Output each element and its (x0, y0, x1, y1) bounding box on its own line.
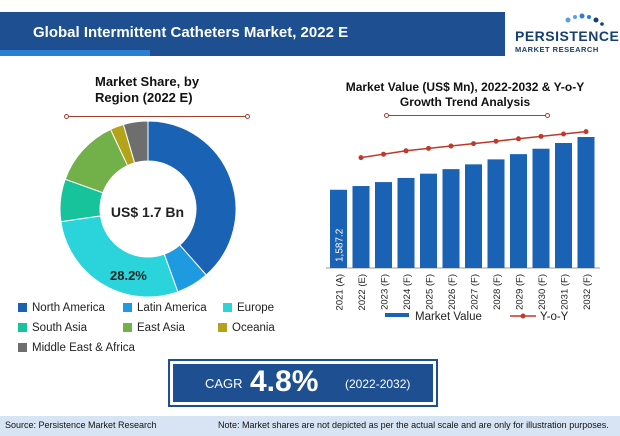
legend-swatch (18, 343, 27, 352)
note-text: Note: Market shares are not depicted as … (218, 420, 609, 430)
bar-2022-e (352, 186, 370, 268)
page-title: Global Intermittent Catheters Market, 20… (33, 24, 349, 41)
pie-slice-middle-east-and-africa (122, 121, 149, 164)
legend-label: Middle East & Africa (32, 342, 135, 354)
bar-data-label: 1,587.2 (335, 228, 346, 262)
bar-2032-f (577, 136, 595, 268)
legend-swatch (223, 303, 232, 312)
yoy-point (583, 129, 589, 135)
yoy-point (516, 136, 521, 142)
x-tick-label: 2021 (A) (335, 274, 346, 310)
pie-title-divider (68, 116, 248, 117)
legend-label: South Asia (32, 322, 87, 334)
bar-2028-f (487, 159, 505, 268)
x-tick-label: 2022 (E) (357, 274, 368, 310)
bar-2021-a (330, 189, 347, 268)
x-tick-label: 2026 (F) (447, 274, 458, 310)
bar-legend-swatch (385, 313, 409, 317)
logo-wordmark: PERSISTENCE (515, 28, 620, 44)
legend-label: North America (32, 302, 105, 314)
logo-icon (565, 13, 604, 26)
divider-dot (245, 114, 250, 119)
yoy-point (403, 148, 409, 154)
legend-label: Europe (237, 302, 275, 314)
x-tick-label: 2028 (F) (492, 274, 503, 310)
yoy-point (381, 151, 386, 157)
bar-chart-title: Market Value (US$ Mn), 2022-2032 & Y-o-Y… (345, 80, 585, 109)
bar-2031-f (555, 143, 572, 268)
header-accent (0, 12, 505, 56)
legend-item-north-america: North America (18, 302, 105, 314)
bar-chart: 2021 (A) 2022 (E) 2023 (F) 2024 (F) 2025 (F)… (326, 129, 600, 310)
yoy-point (538, 133, 544, 139)
bar-2026-f (442, 169, 460, 268)
divider-dot (545, 113, 550, 118)
bar-2025-f (420, 173, 437, 268)
x-tick-label: 2029 (F) (515, 274, 526, 310)
bar-2029-f (510, 154, 527, 268)
pie-chart-title: Market Share, by Region (2022 E) (95, 74, 200, 105)
bar-title-divider (388, 115, 548, 116)
legend-item-east-asia: East Asia (123, 322, 185, 334)
yoy-point (448, 143, 454, 149)
x-tick-label: 2031 (F) (560, 274, 571, 310)
legend-item-market-value: Market Value (385, 311, 482, 323)
x-tick-label: 2027 (F) (470, 274, 481, 310)
bar-2027-f (465, 164, 482, 268)
legend-item-middle-east-and-africa: Middle East & Africa (18, 342, 135, 354)
bar-2024-f (397, 177, 415, 268)
divider-dot (64, 114, 69, 119)
legend-label-market-value: Market Value (415, 311, 482, 323)
x-tick-label: 2023 (F) (380, 274, 391, 310)
legend-item-europe: Europe (223, 302, 274, 314)
slice-label-europe: 28.2% (110, 268, 147, 283)
footer-band (0, 416, 620, 436)
legend-item-oceania: Oceania (218, 322, 275, 334)
legend-swatch (123, 323, 132, 332)
x-tick-label: 2032 (F) (582, 274, 593, 310)
donut-chart (60, 121, 236, 297)
legend-swatch (218, 323, 227, 332)
cagr-period: (2022-2032) (345, 377, 411, 391)
line-legend-swatch (510, 313, 536, 319)
cagr-box (168, 359, 438, 407)
pie-slice-europe (60, 215, 179, 297)
yoy-point (358, 155, 364, 161)
cagr-label: CAGR (205, 376, 243, 391)
legend-item-yoy: Y-o-Y (510, 311, 568, 323)
divider-dot (384, 113, 389, 118)
legend-label: Latin America (137, 302, 207, 314)
legend-item-latin-america: Latin America (123, 302, 207, 314)
yoy-point (471, 141, 476, 147)
legend-swatch (18, 303, 27, 312)
pie-slice-north-america (147, 121, 236, 276)
x-tick-label: 2025 (F) (425, 274, 436, 310)
logo-subtitle: MARKET RESEARCH (515, 45, 599, 54)
cagr-panel (173, 364, 433, 402)
legend-item-south-asia: South Asia (18, 322, 87, 334)
legend-label-yoy: Y-o-Y (540, 311, 569, 323)
source-text: Source: Persistence Market Research (5, 420, 157, 430)
legend-swatch (18, 323, 27, 332)
legend-label: East Asia (137, 322, 185, 334)
yoy-point (561, 131, 566, 137)
yoy-point (493, 138, 499, 144)
bar-2030-f (532, 148, 550, 268)
legend-label: Oceania (232, 322, 275, 334)
header-band (0, 12, 505, 56)
bar-2023-f (375, 182, 392, 268)
yoy-point (426, 145, 431, 151)
legend-swatch (123, 303, 132, 312)
x-tick-label: 2024 (F) (402, 274, 413, 310)
cagr-value: 4.8% (250, 365, 319, 398)
x-tick-label: 2030 (F) (537, 274, 548, 310)
donut-center-label: US$ 1.7 Bn (110, 204, 185, 220)
